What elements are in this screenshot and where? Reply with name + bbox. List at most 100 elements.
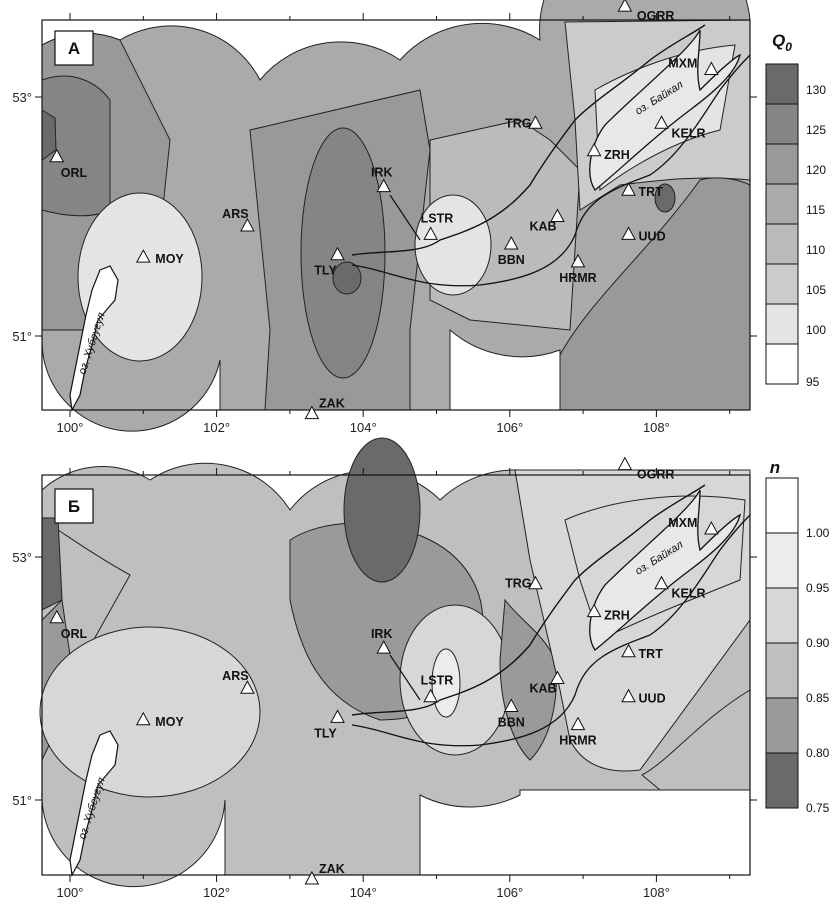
station-marker-ars [240,680,255,694]
legend-tick-label: 0.95 [806,581,830,595]
legend-tick-label: 0.75 [806,801,830,815]
panel-b-lake-khubsugul-outline [69,730,119,877]
legend-tick-label: 130 [806,83,826,97]
station-label-zrh: ZRH [604,609,630,623]
legend-swatch [765,143,799,185]
station-label-ars: ARS [222,669,248,683]
legend-tick-label: 100 [806,323,826,337]
station-marker-zak [304,870,320,885]
station-marker-kab [550,670,565,684]
legend-swatch [765,642,799,699]
station-marker-kelr [654,115,669,129]
station-label-tly: TLY [314,264,337,278]
panel-a-rail-line [351,54,751,287]
station-label-ogrr: OGRR [637,9,675,23]
station-marker-bbn [503,235,519,250]
station-marker-trt [621,643,636,658]
station-label-hrmr: HRMR [559,271,597,285]
panel-b-stations: OGRR MXM TRG KELR ORL ZRH IRK TRT ARS LSTR KAB UUD M… [49,456,719,885]
station-marker-tly [330,709,345,723]
station-label-tly: TLY [314,726,337,740]
longitude-label: 108° [643,420,670,435]
station-label-lstr: LSTR [421,211,454,225]
station-marker-hrmr [570,253,586,268]
panel-a-lake-khubsugul-outline [69,265,119,412]
longitude-label: 106° [496,885,523,900]
panel-a-legend: Q0 130 125 120 115 110 105 100 95 [765,31,826,389]
station-label-mxm: MXM [668,57,697,71]
panel-a-frame [41,19,751,411]
panel-a-branch-line [389,194,421,241]
legend-swatch [765,752,799,809]
station-label-kab: KAB [529,220,556,234]
station-marker-kelr [654,575,669,590]
legend-swatch [765,223,799,265]
longitude-label: 102° [203,885,230,900]
panel-b-label: Б [68,497,80,516]
station-label-zak: ZAK [319,397,345,411]
panel-a-legend-scale: 130 125 120 115 110 105 100 95 [765,63,826,389]
legend-tick-label: 0.85 [806,691,830,705]
panel-b-frame [41,474,751,876]
station-label-irk: IRK [371,627,393,641]
station-marker-mxm [704,521,719,535]
latitude-label: 51° [12,793,32,808]
station-marker-uud [621,688,636,703]
station-label-trg: TRG [505,577,531,591]
legend-tick-label: 120 [806,163,826,177]
station-label-kelr: KELR [672,126,706,140]
panel-a-legend-title: Q0 [772,31,792,54]
longitude-label: 100° [57,420,84,435]
station-label-hrmr: HRMR [559,734,597,748]
station-marker-uud [621,226,636,240]
station-marker-zrh [586,142,602,157]
panel-b: Б оз. Байкал оз. Хубсугул OGRRMXMTRGKELR… [39,437,830,888]
station-marker-orl [49,148,65,163]
station-label-uud: UUD [639,692,666,706]
panel-b-legend-title: n [770,458,780,477]
station-marker-mxm [704,61,719,76]
panel-a-stations: OGRR MXM TRG KELR ORL ZRH IRK TRT ARS LSTR KAB UUD M… [49,0,719,420]
station-marker-moy [135,249,151,263]
legend-tick-label: 1.00 [806,526,830,540]
station-label-trt: TRT [639,647,664,661]
panel-b-river-line [351,484,706,716]
panel-a-label: А [68,39,80,58]
station-marker-lstr [423,226,438,240]
station-marker-orl [49,609,65,624]
station-label-kab: KAB [529,682,556,696]
station-label-ars: ARS [222,207,248,221]
coordinate-axes: 100° 100° 102° 102° 104° 104° 106° 106° 108° 108°… [12,13,757,900]
station-label-moy: MOY [155,252,184,266]
station-marker-zak [304,405,320,420]
station-label-bbn: BBN [498,715,525,729]
legend-tick-label: 0.80 [806,746,830,760]
station-marker-irk [376,178,392,193]
panel-a-lake-baikal-outline [589,29,741,191]
station-marker-ogrr [617,456,633,471]
station-label-orl: ORL [61,166,88,180]
longitude-label: 100° [57,885,84,900]
station-label-trt: TRT [639,185,664,199]
legend-swatch [765,587,799,644]
legend-swatch [765,63,799,105]
legend-swatch [765,697,799,754]
legend-tick-label: 105 [806,283,826,297]
legend-tick-label: 0.90 [806,636,830,650]
station-marker-irk [376,640,392,654]
legend-tick-label: 115 [806,203,825,217]
panel-b-legend-scale: 1.00 0.95 0.90 0.85 0.80 0.75 [765,477,830,815]
station-marker-moy [135,711,151,726]
station-label-ogrr: OGRR [637,468,675,482]
station-label-zak: ZAK [319,862,345,876]
station-label-zrh: ZRH [604,148,630,162]
station-label-moy: MOY [155,715,184,729]
panel-b-rail-line [351,514,751,747]
station-label-orl: ORL [61,627,88,641]
panel-a-legend-title-q: Q [772,31,785,50]
panel-b-legend: n 1.00 0.95 0.90 0.85 0.80 0.75 [765,458,830,815]
legend-swatch [765,303,799,345]
panel-b-lake-baikal-outline [589,489,741,651]
longitude-label: 108° [643,885,670,900]
station-label-trg: TRG [505,116,531,130]
